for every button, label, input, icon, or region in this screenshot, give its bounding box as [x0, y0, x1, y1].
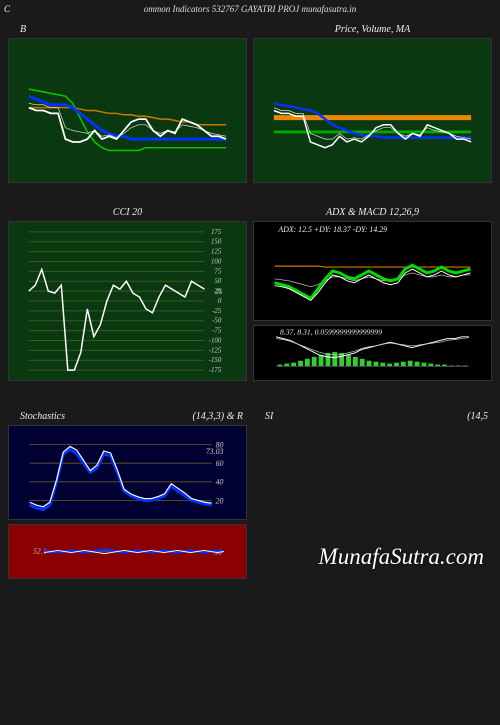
adx-macd-wrap: ADX & MACD 12,26,9 ADX: 12.5 +DY: 18.37 … — [253, 201, 492, 381]
cci-chart: 175 150 125 100 75 50 25 0 -25 -50 -75 -100 -125 -150… — [8, 221, 247, 381]
stoch-title-right: (14,3,3) & R — [192, 411, 247, 422]
price-chart — [253, 38, 492, 183]
left-marker: C — [4, 4, 10, 14]
svg-text:175: 175 — [211, 229, 222, 236]
svg-text:-100: -100 — [209, 337, 222, 344]
macd-chart: 8.37, 8.31, 0.0599999999999999 — [253, 325, 492, 381]
si-title-left: SI — [253, 411, 273, 422]
chart-grid-row2: CCI 20 175 150 125 100 75 50 25 0 -25 -50 -75 -100 -… — [0, 201, 500, 381]
svg-text:-25: -25 — [212, 308, 222, 315]
svg-text:40: 40 — [216, 478, 224, 487]
svg-text:100: 100 — [211, 258, 222, 265]
watermark-text: MunafaSutra.com — [319, 544, 484, 570]
page-header: ommon Indicators 532767 GAYATRI PROJ mun… — [0, 0, 500, 18]
svg-text:75: 75 — [214, 268, 221, 275]
adx-chart: ADX: 12.5 +DY: 18.37 -DY: 14.29 — [253, 221, 492, 321]
bollinger-chart-wrap: B — [8, 18, 247, 183]
cci-title: CCI 20 — [8, 201, 247, 221]
svg-text:125: 125 — [211, 249, 222, 256]
svg-text:0: 0 — [218, 298, 222, 305]
adx-macd-title: ADX & MACD 12,26,9 — [253, 201, 492, 221]
bollinger-chart — [8, 38, 247, 183]
svg-text:50: 50 — [214, 278, 221, 285]
stoch-chart: 8060402073.03 — [8, 425, 247, 520]
svg-text:73.03: 73.03 — [206, 447, 224, 456]
rsi-chart: 5052.1 — [8, 524, 247, 579]
svg-text:8.37, 8.31, 0.05999999999999: 8.37, 8.31, 0.0599999999999999 — [280, 328, 382, 337]
bollinger-title: B — [8, 24, 26, 35]
svg-text:-150: -150 — [209, 357, 222, 364]
svg-text:-75: -75 — [212, 328, 222, 335]
price-title: Price, Volume, MA — [253, 18, 492, 38]
svg-text:-125: -125 — [209, 347, 222, 354]
cci-chart-wrap: CCI 20 175 150 125 100 75 50 25 0 -25 -50 -75 -100 -… — [8, 201, 247, 381]
svg-text:-50: -50 — [212, 318, 222, 325]
stoch-wrap: Stochastics (14,3,3) & R 8060402073.03 5… — [8, 405, 247, 579]
svg-text:25: 25 — [215, 289, 222, 296]
stoch-title-left: Stochastics — [8, 411, 65, 422]
price-chart-wrap: Price, Volume, MA — [253, 18, 492, 183]
svg-text:20: 20 — [216, 496, 224, 505]
svg-text:150: 150 — [211, 239, 222, 246]
svg-text:-175: -175 — [209, 367, 222, 374]
svg-text:ADX: 12.5 +DY: 18.37 -DY: 14.2: ADX: 12.5 +DY: 18.37 -DY: 14.29 — [277, 225, 387, 234]
svg-text:60: 60 — [216, 459, 224, 468]
si-title-right: (14,5 — [467, 411, 492, 422]
chart-grid-row1: B Price, Volume, MA — [0, 18, 500, 183]
